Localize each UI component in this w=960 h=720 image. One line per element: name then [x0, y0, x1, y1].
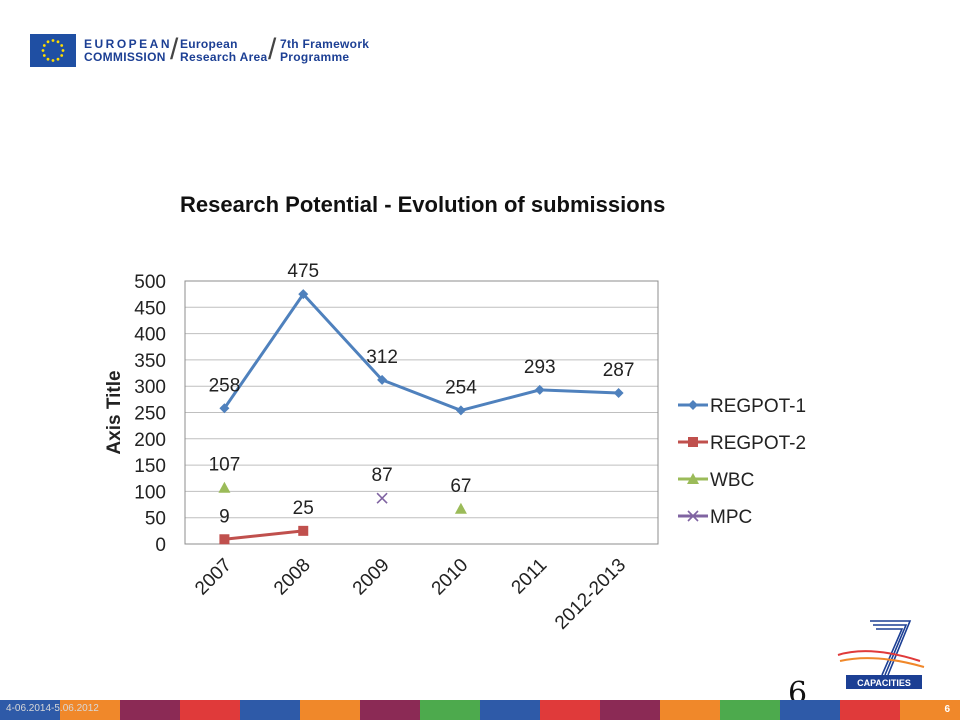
footer-color-segment [900, 700, 960, 720]
footer-color-segment [720, 700, 780, 720]
legend-marker-wbc [687, 473, 699, 484]
programme-line2: Programme [280, 50, 350, 64]
programme-name: 7th Framework Programme [280, 38, 369, 64]
y-tick-label: 0 [155, 535, 166, 556]
x-tick-label: 2012-2013 [551, 555, 630, 634]
plot-area [184, 280, 659, 545]
regpot-1-point [377, 374, 388, 385]
chart-title: Research Potential - Evolution of submis… [180, 192, 666, 217]
mpc-point [376, 492, 388, 504]
footer-color-segment [360, 700, 420, 720]
data-label: 67 [450, 476, 471, 497]
footer-color-segment [180, 700, 240, 720]
legend-marker-mpc [687, 510, 699, 522]
data-label: 475 [287, 261, 319, 282]
legend-marker-regpot-2 [688, 437, 698, 447]
footer-color-segment [480, 700, 540, 720]
footer-color-segment [120, 700, 180, 720]
footer-page-number: 6 [944, 704, 950, 715]
research-area-name: European Research Area [180, 38, 268, 64]
y-tick-label: 500 [134, 272, 166, 293]
data-label: 25 [293, 498, 314, 519]
wbc-point [454, 502, 467, 514]
legend-label-mpc: MPC [710, 507, 752, 528]
org-name-line2: COMMISSION [84, 50, 166, 64]
footer-color-segment [60, 700, 120, 720]
legend-label-regpot-2: REGPOT-2 [710, 433, 806, 454]
y-tick-label: 400 [134, 325, 166, 346]
y-tick-label: 450 [134, 298, 166, 319]
regpot-1-point [613, 388, 624, 399]
y-tick-label: 200 [134, 430, 166, 451]
programme-line1: 7th Framework [280, 37, 370, 51]
y-tick-label: 350 [134, 351, 166, 372]
footer-color-segment [0, 700, 60, 720]
divider-slash: / [170, 33, 179, 66]
org-name: EUROPEAN COMMISSION [84, 38, 172, 64]
x-tick-label: 2009 [349, 555, 394, 600]
data-label: 87 [372, 465, 393, 486]
org-name-line1: EUROPEAN [84, 37, 173, 51]
regpot-2-line [224, 529, 304, 541]
research-area-line2: Research Area [180, 50, 268, 64]
divider-slash: / [268, 33, 277, 66]
x-tick-label: 2008 [270, 555, 315, 600]
x-tick-label: 2010 [428, 555, 473, 600]
y-tick-label: 150 [134, 456, 166, 477]
footer-color-segment [240, 700, 300, 720]
legend-label-regpot-1: REGPOT-1 [710, 396, 806, 417]
footer-color-segment [780, 700, 840, 720]
x-tick-label: 2007 [191, 555, 236, 600]
footer-color-segment [840, 700, 900, 720]
line-chart: 0 50 100 150 200 250 300 350 400 450 500 2007 2008 20… [104, 261, 806, 634]
data-label: 287 [603, 360, 635, 381]
data-label: 107 [209, 455, 241, 476]
eu-flag-icon [30, 34, 76, 67]
wbc-point [218, 481, 231, 493]
capacities-label: CAPACITIES [857, 678, 911, 688]
y-tick-label: 50 [145, 509, 166, 530]
legend-marker-regpot-1 [688, 400, 698, 410]
y-tick-label: 100 [134, 482, 166, 503]
footer-color-segment [540, 700, 600, 720]
data-label: 293 [524, 357, 556, 378]
regpot-2-point [219, 534, 230, 545]
footer-color-bar [0, 700, 960, 720]
y-axis-title: Axis Title [104, 370, 125, 454]
regpot-2-point [298, 525, 309, 536]
data-label: 254 [445, 377, 477, 398]
regpot-1-point [455, 405, 466, 416]
y-tick-label: 300 [134, 377, 166, 398]
regpot-1-line [223, 291, 619, 412]
footer-color-segment [300, 700, 360, 720]
footer-color-segment [420, 700, 480, 720]
footer-date: 4-06.2014-5.06.2012 [6, 703, 99, 714]
capacities-7-logo-icon: CAPACITIES [837, 620, 925, 689]
data-label: 312 [366, 347, 398, 368]
x-tick-label: 2011 [508, 555, 552, 599]
footer-color-segment [600, 700, 660, 720]
y-tick-label: 250 [134, 404, 166, 425]
legend-label-wbc: WBC [710, 470, 754, 491]
footer-color-segment [660, 700, 720, 720]
regpot-1-point [219, 403, 230, 414]
data-label: 258 [209, 375, 241, 396]
regpot-1-point [298, 289, 309, 300]
regpot-1-point [534, 384, 545, 395]
research-area-line1: European [180, 37, 238, 51]
data-label: 9 [219, 506, 230, 527]
